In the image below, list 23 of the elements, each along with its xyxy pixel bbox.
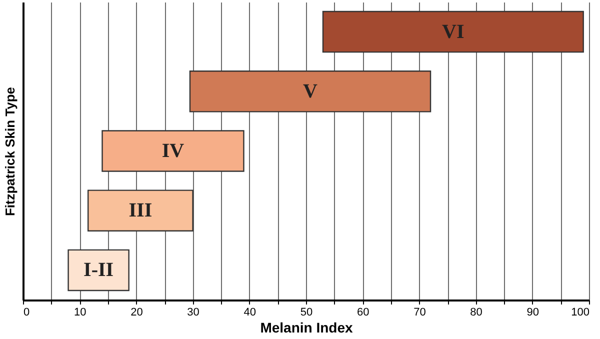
- y-tick-label: VI: [442, 20, 464, 43]
- y-tick-label: I-II: [84, 259, 114, 282]
- x-tick-label: 80: [470, 306, 482, 318]
- y-tick-label: III: [128, 200, 152, 222]
- x-tick-label: 90: [526, 306, 540, 318]
- bar: [102, 130, 244, 172]
- x-tick-label: 60: [356, 306, 370, 318]
- y-tick-label: IV: [162, 140, 185, 162]
- x-tick-label: 50: [300, 306, 313, 318]
- x-tick-label: 20: [130, 306, 143, 318]
- x-tick-label: 40: [244, 306, 256, 318]
- x-axis-title: Melanin Index: [260, 320, 353, 336]
- bar: [189, 70, 432, 112]
- y-tick-label: V: [303, 80, 318, 102]
- bar: [87, 190, 194, 232]
- x-tick-label: 100: [571, 306, 590, 318]
- x-tick-label: 70: [414, 306, 426, 318]
- bar: [322, 10, 584, 53]
- y-axis-title: Fitzpatrick Skin Type: [2, 86, 18, 216]
- x-tick-label: 30: [187, 306, 200, 318]
- bar: [68, 249, 130, 292]
- x-tick-label: 0: [24, 306, 30, 318]
- x-tick-label: 10: [74, 306, 86, 318]
